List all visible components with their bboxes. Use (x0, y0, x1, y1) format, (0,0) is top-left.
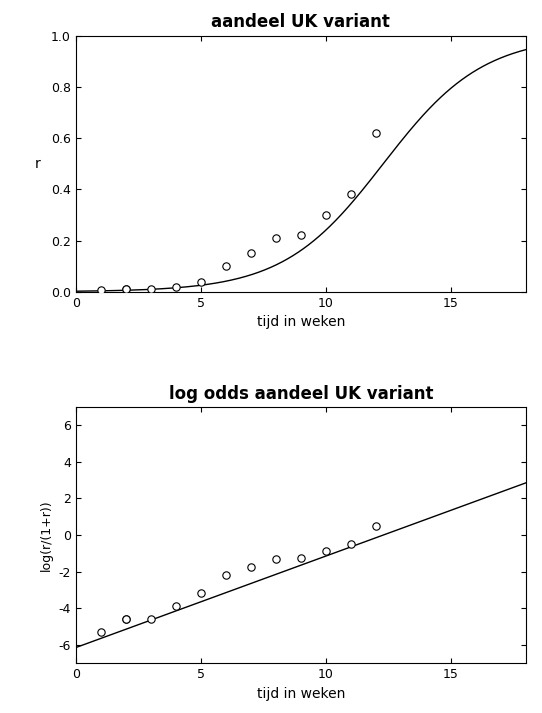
X-axis label: tijd in weken: tijd in weken (256, 315, 345, 329)
Point (96, 626, 105, 637)
Point (222, 570, 230, 581)
X-axis label: tijd in weken: tijd in weken (256, 687, 345, 700)
Point (121, 284, 130, 295)
Point (197, 276, 205, 287)
Point (171, 281, 180, 292)
Point (321, 209, 330, 220)
Title: aandeel UK variant: aandeel UK variant (211, 14, 390, 31)
Y-axis label: log(r/(1+r)): log(r/(1+r)) (40, 499, 53, 571)
Point (321, 545, 330, 556)
Point (247, 247, 255, 259)
Point (121, 613, 130, 625)
Point (247, 561, 255, 573)
Title: log odds aandeel UK variant: log odds aandeel UK variant (169, 384, 433, 403)
Point (121, 284, 130, 295)
Point (272, 553, 280, 565)
Point (346, 538, 355, 550)
Point (146, 284, 155, 295)
Point (146, 613, 155, 625)
Point (371, 520, 380, 532)
Point (222, 260, 230, 272)
Point (121, 613, 130, 625)
Point (171, 600, 180, 612)
Point (197, 588, 205, 599)
Point (296, 230, 305, 241)
Point (96, 284, 105, 296)
Point (346, 189, 355, 200)
Point (296, 553, 305, 564)
Point (371, 127, 380, 138)
Y-axis label: r: r (34, 157, 40, 170)
Point (272, 232, 280, 244)
